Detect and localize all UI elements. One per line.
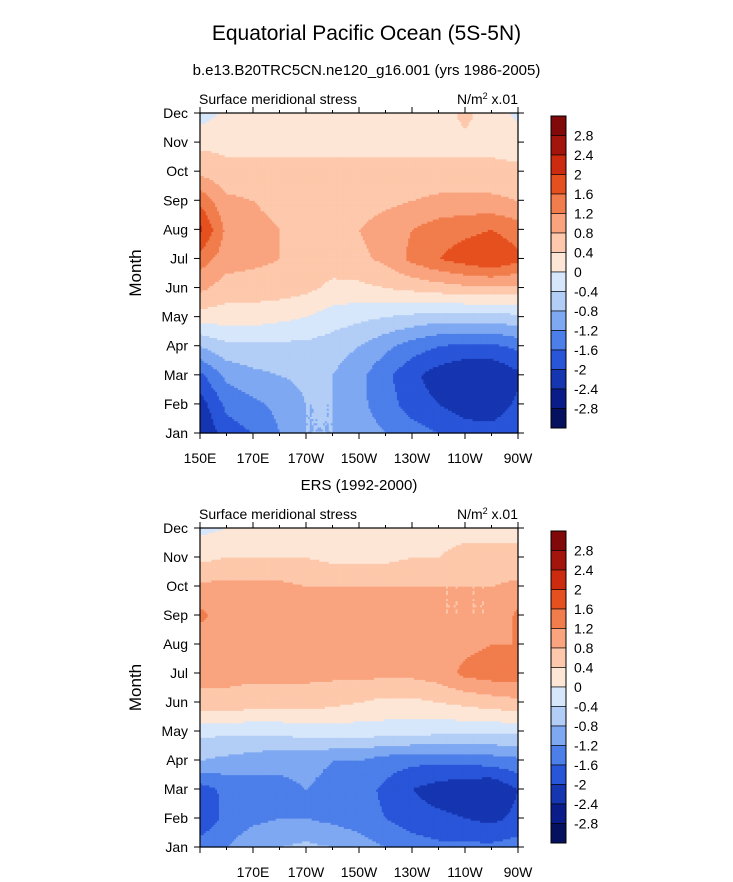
contour-field (200, 113, 519, 434)
panel-model: JanFebMarAprMayJunJulAugSepOctNovDec150E… (126, 91, 598, 466)
